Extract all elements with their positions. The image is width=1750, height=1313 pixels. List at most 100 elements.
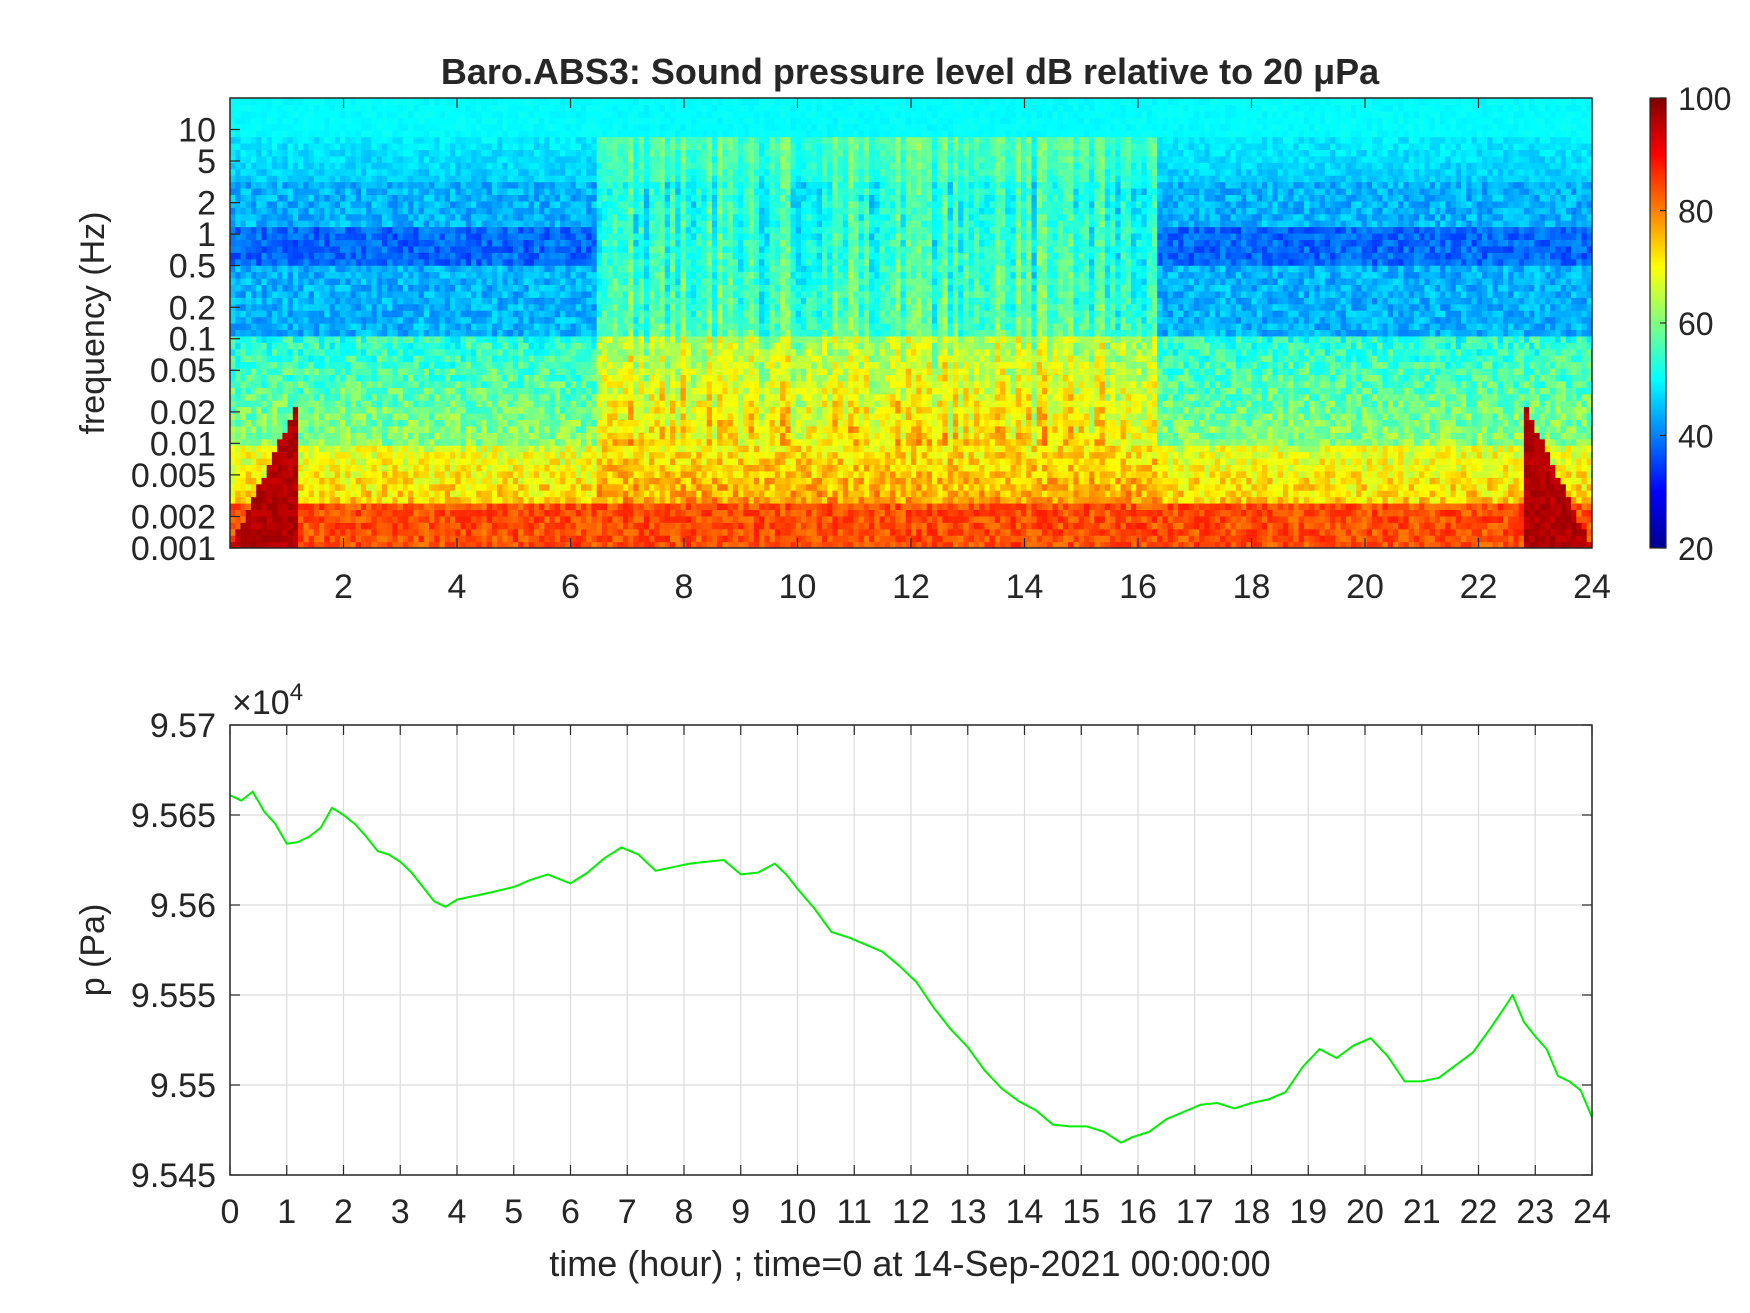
spectrogram-cell xyxy=(497,175,503,183)
spectrogram-cell xyxy=(271,368,278,376)
spectrogram-cell xyxy=(408,136,414,144)
spectrogram-cell xyxy=(308,271,315,279)
spectrogram-cell xyxy=(544,265,551,273)
spectrogram-cell xyxy=(413,123,420,131)
spectrogram-cell xyxy=(334,483,341,491)
spectrogram-cell xyxy=(308,387,315,395)
spectrogram-cell xyxy=(476,477,483,485)
spectrogram-cell xyxy=(397,400,404,408)
spectrogram-cell xyxy=(497,155,503,163)
spectrogram-cell xyxy=(596,149,603,157)
spectrogram-cell xyxy=(418,123,425,131)
spectrogram-cell xyxy=(560,335,566,343)
spectrogram-cell xyxy=(507,361,514,369)
spectrogram-cell xyxy=(549,329,556,337)
spectrogram-cell xyxy=(470,130,477,138)
spectrogram-cell xyxy=(350,188,357,196)
spectrogram-cell xyxy=(392,200,399,208)
spectrogram-cell xyxy=(402,470,409,478)
spectrogram-cell xyxy=(298,136,304,144)
spectrogram-cell xyxy=(392,136,399,144)
spectrogram-cell xyxy=(444,123,451,131)
spectrogram-cell xyxy=(282,368,289,376)
spectrogram-cell xyxy=(245,265,252,273)
spectrogram-cell xyxy=(371,503,378,511)
spectrogram-cell xyxy=(439,393,446,401)
spectrogram-cell xyxy=(423,117,430,125)
spectrogram-cell xyxy=(465,400,472,408)
spectrogram-cell xyxy=(392,278,399,286)
spectrogram-cell xyxy=(266,425,273,433)
spectrogram-cell xyxy=(266,200,273,208)
spectrogram-cell xyxy=(408,297,414,305)
spectrogram-cell xyxy=(580,181,587,189)
spectrogram-cell xyxy=(502,419,509,427)
spectrogram-cell xyxy=(366,374,373,382)
spectrogram-cell xyxy=(502,329,509,337)
spectrogram-cell xyxy=(580,297,587,305)
spectrogram-cell xyxy=(308,117,315,125)
spectrogram-cell xyxy=(528,503,535,511)
spectrogram-cell xyxy=(591,368,598,376)
spectrogram-cell xyxy=(476,458,483,466)
spectrogram-cell xyxy=(319,233,325,241)
spectrogram-cell xyxy=(528,406,535,414)
spectrogram-cell xyxy=(533,213,540,221)
spectrogram-cell xyxy=(481,136,488,144)
spectrogram-cell xyxy=(601,432,608,440)
spectrogram-cell xyxy=(313,413,320,421)
spectrogram-cell xyxy=(591,98,598,106)
spectrogram-cell xyxy=(533,528,540,536)
spectrogram-cell xyxy=(282,535,289,543)
spectrogram-cell xyxy=(345,329,352,337)
spectrogram-cell xyxy=(596,110,603,118)
spectrogram-cell xyxy=(303,425,310,433)
spectrogram-cell xyxy=(308,98,315,106)
spectrogram-cell xyxy=(507,290,514,298)
spectrogram-cell xyxy=(570,123,577,131)
spectrogram-cell xyxy=(292,239,299,247)
spectrogram-cell xyxy=(549,233,556,241)
spectrogram-cell xyxy=(360,265,367,273)
spectrogram-cell xyxy=(491,342,498,350)
spectrogram-cell xyxy=(324,181,331,189)
spectrogram-cell xyxy=(355,503,362,511)
spectrogram-cell xyxy=(476,213,483,221)
spectrogram-cell xyxy=(434,213,441,221)
spectrogram-cell xyxy=(282,432,289,440)
spectrogram-cell xyxy=(591,445,598,453)
spectrogram-cell xyxy=(313,181,320,189)
spectrogram-cell xyxy=(308,425,315,433)
spectrogram-cell xyxy=(371,252,378,260)
spectrogram-cell xyxy=(319,458,325,466)
spectrogram-cell xyxy=(423,200,430,208)
spectrogram-cell xyxy=(570,509,577,517)
spectrogram-cell xyxy=(308,528,315,536)
spectrogram-cell xyxy=(308,522,315,530)
spectrogram-cell xyxy=(392,258,399,266)
spectrogram-cell xyxy=(292,123,299,131)
spectrogram-cell xyxy=(298,509,304,517)
spectrogram-cell xyxy=(507,271,514,279)
spectrogram-cell xyxy=(533,406,540,414)
spectrogram-cell xyxy=(455,509,462,517)
spectrogram-cell xyxy=(596,98,603,106)
spectrogram-cell xyxy=(596,316,603,324)
spectrogram-cell xyxy=(580,393,587,401)
spectrogram-cell xyxy=(413,419,420,427)
spectrogram-cell xyxy=(376,477,383,485)
spectrogram-cell xyxy=(282,438,289,446)
spectrogram-cell xyxy=(371,130,378,138)
spectrogram-cell xyxy=(308,348,315,356)
spectrogram-cell xyxy=(313,361,320,369)
spectrogram-cell xyxy=(476,432,483,440)
spectrogram-cell xyxy=(360,104,367,112)
spectrogram-cell xyxy=(292,188,299,196)
spectrogram-cell xyxy=(586,445,593,453)
spectrogram-cell xyxy=(376,265,383,273)
spectrogram-cell xyxy=(392,528,399,536)
spectrogram-cell xyxy=(298,265,304,273)
spectrogram-cell xyxy=(549,387,556,395)
spectrogram-cell xyxy=(491,207,498,215)
spectrogram-cell xyxy=(350,470,357,478)
